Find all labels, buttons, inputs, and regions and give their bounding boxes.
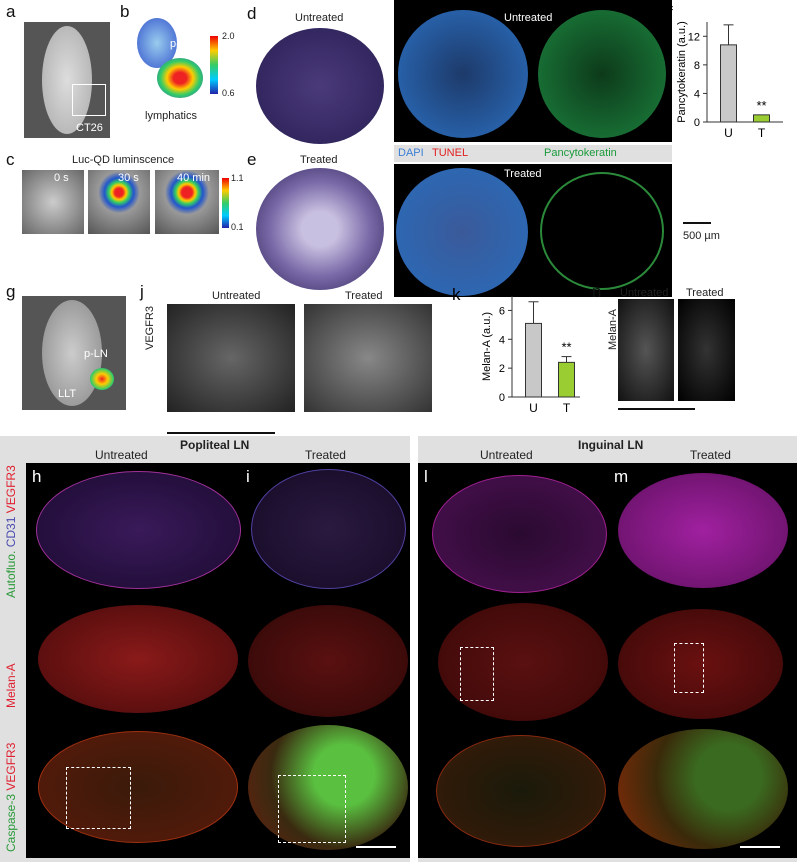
chart-panel-label: k: [452, 285, 461, 304]
row2-label: Melan-A: [4, 663, 18, 708]
lymphatics-label: lymphatics: [145, 110, 197, 122]
panel-label-c: c: [6, 150, 15, 169]
col-untreated: Untreated: [95, 448, 148, 462]
bar-U: [525, 322, 542, 398]
x-tick-label: T: [563, 401, 571, 414]
panel-label-n: n: [592, 282, 602, 301]
panel-label-b: b: [120, 2, 130, 21]
p-ln-label: p-LN: [84, 348, 108, 360]
p-ln-label: p-LN: [170, 38, 194, 50]
inguinal-images: l m: [418, 463, 797, 858]
mouse-photo-g: p-LN LLT: [22, 296, 126, 410]
tissue-section-e: [256, 168, 384, 290]
colorbar-max: 2.0: [222, 31, 235, 41]
colorbar-min: 0.6: [222, 88, 235, 98]
row3-label: Caspase-3 VEGFR3: [4, 742, 18, 852]
j-col-untreated: Untreated: [212, 290, 261, 302]
ct26-label: CT26: [76, 122, 103, 134]
x-tick-label: U: [724, 126, 733, 140]
col-treated: Treated: [690, 448, 731, 462]
y-tick-label: 8: [694, 60, 700, 72]
llt-label: LLT: [58, 388, 77, 400]
colorbar-c: [222, 178, 229, 228]
n-col-treated: Treated: [686, 287, 724, 299]
y-axis-label: Melan-A (a.u.): [481, 312, 493, 381]
inguinal-title: Inguinal LN: [578, 438, 644, 452]
panel-c-title: Luc-QD luminscence: [72, 154, 175, 166]
panel-label-a: a: [6, 2, 16, 21]
melan-a-treated: [678, 299, 735, 401]
col-untreated: Untreated: [480, 448, 533, 462]
j-ylabel: VEGFR3: [144, 305, 156, 350]
panel-e-title: Treated: [300, 154, 338, 166]
chart-panel-label: f: [668, 3, 673, 22]
colorbar-max: 1.1: [231, 173, 244, 183]
timepoint-image: 0 s: [22, 170, 84, 234]
y-tick-label: 6: [499, 305, 505, 317]
popliteal-title: Popliteal LN: [180, 438, 250, 452]
fluorescence-untreated: Untreated: [394, 0, 672, 142]
tissue-section-d: [256, 28, 384, 144]
scale-bar: [683, 222, 711, 224]
timepoint-image: 30 s: [88, 170, 150, 234]
n-col-untreated: Untreated: [620, 287, 669, 299]
scale-bar: [167, 432, 275, 434]
x-tick-label: T: [758, 126, 766, 140]
y-axis-label: Pancytokeratin (a.u.): [676, 21, 688, 123]
significance-marker: **: [756, 98, 766, 113]
scale-bar: [618, 408, 695, 410]
inner-title: Treated: [504, 168, 542, 180]
significance-marker: **: [561, 340, 571, 355]
panel-label-e: e: [247, 150, 257, 169]
row1-label: Autofluo. CD31 VEGFR3: [4, 465, 18, 598]
y-tick-label: 2: [499, 363, 505, 375]
col-treated: Treated: [305, 448, 346, 462]
inner-title: Untreated: [504, 12, 553, 24]
chart-k: k 0 2 4 6 Melan-A (a.u.) U T **: [452, 285, 580, 414]
bar-T: [753, 114, 770, 123]
bar-T: [558, 361, 575, 398]
panel-label-j: j: [140, 282, 144, 301]
colorbar-b: [210, 36, 218, 94]
scale-bar-label: 500 µm: [683, 230, 720, 242]
bar-U: [720, 44, 737, 123]
timepoint-image: 40 min: [155, 170, 219, 234]
panel-label-d: d: [247, 4, 257, 23]
vegfr3-treated: [304, 304, 432, 412]
luminescence-image-b: [135, 18, 205, 106]
popliteal-images: h i: [26, 463, 410, 858]
stain-legend: DAPI TUNEL Pancytokeratin: [394, 145, 672, 162]
melan-a-untreated: [618, 299, 674, 401]
y-tick-label: 0: [499, 392, 505, 404]
colorbar-min: 0.1: [231, 222, 244, 232]
x-tick-label: U: [529, 401, 538, 414]
j-col-treated: Treated: [345, 290, 383, 302]
panel-label-g: g: [6, 282, 16, 301]
vegfr3-untreated: [167, 304, 295, 412]
y-tick-label: 0: [694, 117, 700, 129]
y-tick-label: 12: [688, 31, 700, 43]
y-tick-label: 4: [499, 334, 505, 346]
mouse-photo-a: CT26: [24, 22, 110, 138]
fluorescence-treated: Treated: [394, 164, 672, 297]
y-tick-label: 4: [694, 88, 700, 100]
panel-d-title: Untreated: [295, 12, 344, 24]
